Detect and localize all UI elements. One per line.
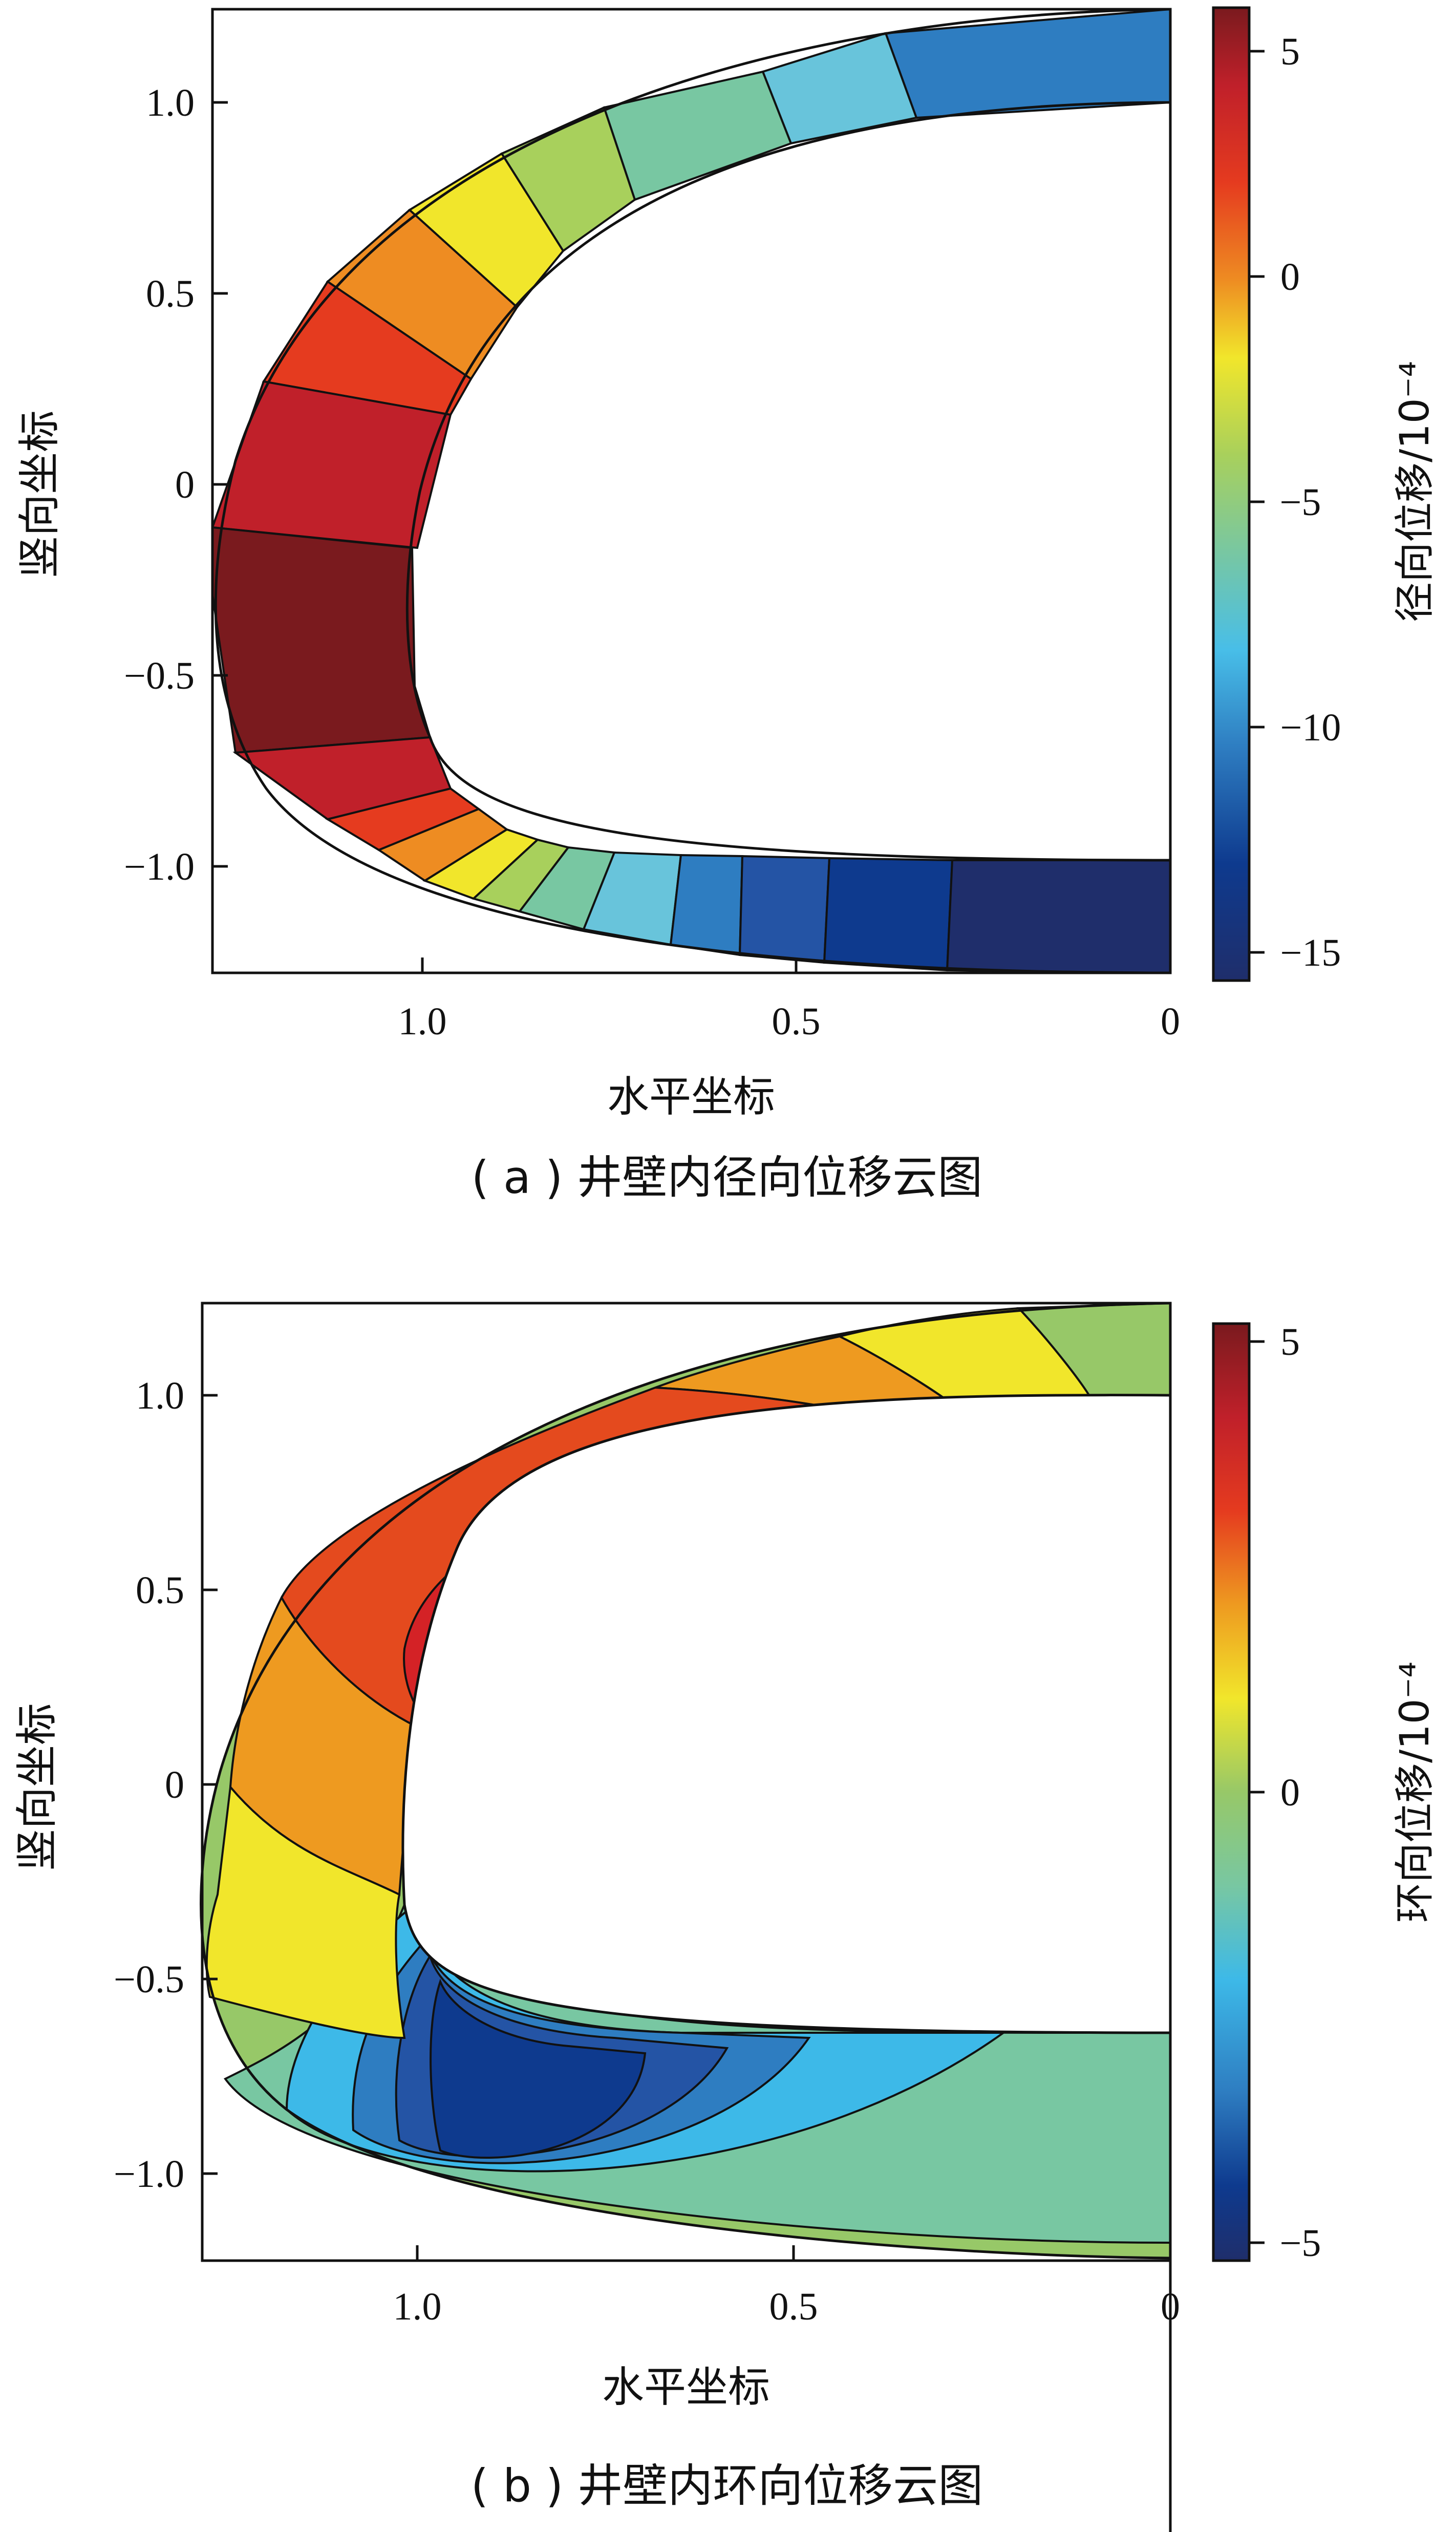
y-axis-title-a: 竖向坐标 (15, 410, 64, 578)
caption-a: ( a ) 井壁内径向位移云图 (472, 1151, 983, 1204)
band-a-bottom-7 (823, 857, 954, 972)
chart-a: 1.0 0.5 0 −0.5 −1.0 1.0 0.5 0 水平坐标 竖向坐标 (15, 6, 1438, 1204)
band-a-side-1 (211, 380, 452, 549)
colorbar-tick-a-1: 5 (1280, 30, 1300, 73)
outer-boundary-a (214, 8, 1171, 974)
band-a-bottom-8 (946, 859, 1171, 974)
x-tick-label-a-2: 0.5 (772, 1000, 821, 1043)
y-tick-label-b-3: 0 (165, 1763, 184, 1806)
colorbar-tick-b-1: 5 (1280, 1321, 1300, 1364)
y-tick-label-b-2: 0.5 (136, 1569, 184, 1612)
x-ticks-b (416, 2245, 1172, 2261)
colorbar-a (1212, 6, 1251, 982)
x-tick-label-b-3: 0 (1161, 2285, 1180, 2328)
y-tick-label-b-5: −1.0 (114, 2153, 184, 2196)
x-axis-title-a: 水平坐标 (607, 1073, 775, 1121)
band-b-lower-4 (430, 1978, 647, 2159)
inner-boundary-a (405, 101, 1171, 862)
y-tick-label-b-1: 1.0 (136, 1374, 184, 1417)
band-a-bottom-6 (738, 855, 831, 964)
y-tick-label-a-1: 1.0 (146, 81, 195, 124)
panel-b: 1.0 0.5 0 −0.5 −1.0 1.0 0.5 0 水平坐标 竖向坐标 (0, 1239, 1456, 2532)
colorbar-tick-a-2: 0 (1280, 256, 1300, 299)
chart-b: 1.0 0.5 0 −0.5 −1.0 1.0 0.5 0 水平坐标 竖向坐标 (13, 1302, 1438, 2532)
plot-frame-a (211, 8, 1172, 974)
plot-frame-b (201, 1302, 1172, 2262)
colorbar-b (1212, 1322, 1251, 2262)
y-tick-label-a-5: −1.0 (124, 845, 195, 888)
x-tick-label-b-2: 0.5 (769, 2285, 818, 2328)
y-ticks-a (212, 101, 228, 868)
colorbar-tick-b-3: −5 (1280, 2222, 1321, 2265)
x-ticks-a (421, 958, 1172, 973)
x-tick-label-b-1: 1.0 (393, 2285, 442, 2328)
x-tick-label-a-3: 0 (1161, 1000, 1180, 1043)
colorbar-tick-a-3: −5 (1280, 481, 1321, 524)
colorbar-label-a: 径向位移/10⁻⁴ (1392, 361, 1438, 622)
band-a-top-1 (884, 8, 1171, 119)
colorbar-label-b: 环向位移/10⁻⁴ (1392, 1662, 1438, 1923)
y-axis-title-b: 竖向坐标 (13, 1703, 61, 1871)
contour-bands-a (211, 8, 1171, 974)
inner-cutout-b (401, 1394, 1172, 2532)
band-a-bottom-5 (669, 854, 744, 956)
band-a-side-2 (211, 526, 432, 754)
y-tick-label-a-2: 0.5 (146, 272, 195, 315)
colorbar-ticks-a (1249, 50, 1265, 954)
colorbar-ticks-b (1249, 1340, 1265, 2244)
y-ticks-b (202, 1394, 218, 2175)
caption-b: ( b ) 井壁内环向位移云图 (471, 2459, 983, 2512)
y-tick-label-a-4: −0.5 (124, 654, 195, 697)
colorbar-tick-b-2: 0 (1280, 1771, 1300, 1814)
y-tick-label-b-4: −0.5 (114, 1958, 184, 2001)
y-tick-label-a-3: 0 (175, 463, 195, 506)
x-axis-title-b: 水平坐标 (602, 2363, 770, 2412)
colorbar-tick-a-5: −15 (1280, 931, 1341, 974)
panel-a: 1.0 0.5 0 −0.5 −1.0 1.0 0.5 0 水平坐标 竖向坐标 (0, 0, 1456, 1239)
x-tick-label-a-1: 1.0 (398, 1000, 447, 1043)
colorbar-tick-a-4: −10 (1280, 706, 1341, 749)
